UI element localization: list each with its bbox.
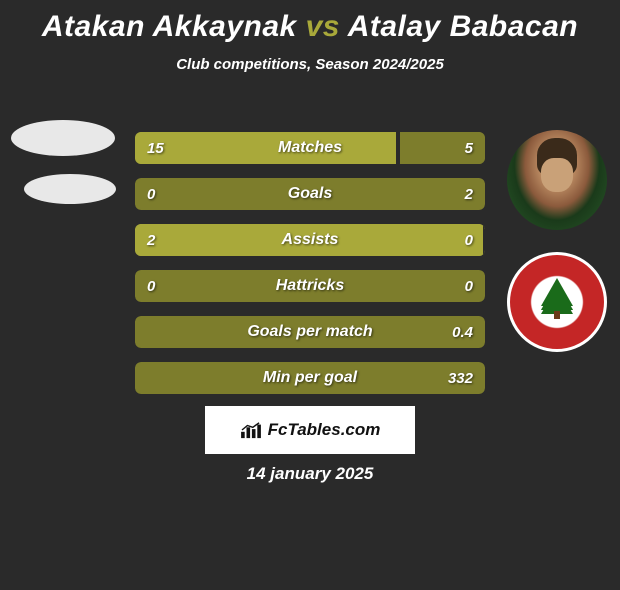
brand-box: FcTables.com (205, 406, 415, 454)
subtitle: Club competitions, Season 2024/2025 (0, 56, 620, 73)
stat-row: 02Goals (135, 178, 485, 210)
page-title: Atakan Akkaynak vs Atalay Babacan (0, 10, 620, 44)
left-avatar-column (8, 120, 118, 222)
bar-segment-left (135, 132, 398, 164)
player1-avatar-placeholder (11, 120, 115, 156)
stat-row: 155Matches (135, 132, 485, 164)
stat-row: 0.4Goals per match (135, 316, 485, 348)
title-vs: vs (306, 10, 340, 43)
bar-segment-right (398, 132, 486, 164)
stat-row: 00Hattricks (135, 270, 485, 302)
date-text: 14 january 2025 (0, 464, 620, 484)
player1-club-placeholder (24, 174, 116, 204)
player2-club-badge (507, 252, 607, 352)
title-player1: Atakan Akkaynak (42, 10, 297, 43)
stats-bars: 155Matches 02Goals 20Assists 00Hattricks 0.4… (135, 132, 485, 408)
bar-segment-left (135, 224, 485, 256)
stat-row: 20Assists (135, 224, 485, 256)
stat-row: 332Min per goal (135, 362, 485, 394)
comparison-infographic: Atakan Akkaynak vs Atalay Babacan Club c… (0, 10, 620, 590)
right-avatar-column (502, 130, 612, 352)
brand-text: FcTables.com (268, 420, 381, 440)
brand-icon (240, 421, 262, 439)
title-player2: Atalay Babacan (348, 10, 578, 43)
player2-avatar (507, 130, 607, 230)
